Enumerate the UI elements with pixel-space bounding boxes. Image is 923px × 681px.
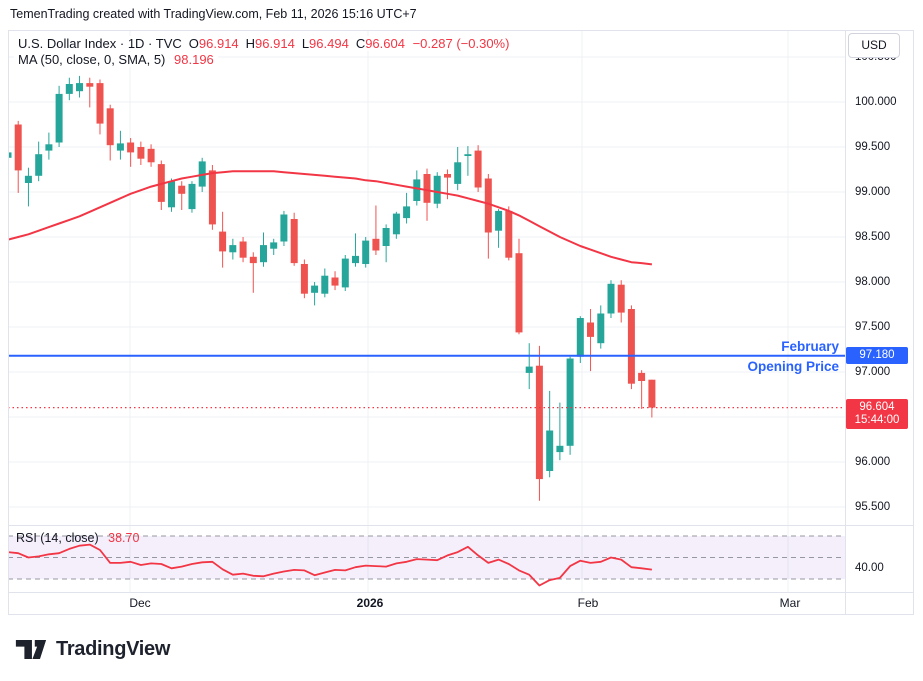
time-label-mar: Mar — [779, 596, 801, 610]
price-axis-separator[interactable] — [845, 30, 846, 615]
chart-bottom-border — [8, 614, 914, 615]
price-axis-label-97.500: 97.500 — [855, 321, 891, 333]
rsi-value: 38.70 — [108, 531, 140, 545]
time-axis-separator — [8, 592, 914, 593]
chart-left-border — [8, 30, 9, 615]
ma-value: 98.196 — [174, 52, 214, 67]
price-axis-label-98.500: 98.500 — [855, 231, 891, 243]
time-axis[interactable]: Dec 2026 Feb Mar — [0, 592, 914, 615]
time-label-2026: 2026 — [356, 596, 384, 610]
high-label: H — [245, 36, 256, 51]
price-axis-label-99.500: 99.500 — [855, 141, 891, 153]
chart-top-border — [8, 30, 914, 31]
price-axis-label-97.000: 97.000 — [855, 366, 891, 378]
ma-legend[interactable]: MA (50, close, 0, SMA, 5) 98.196 — [14, 52, 218, 67]
time-label-feb: Feb — [577, 596, 599, 610]
change-value: −0.287 (−0.30%) — [412, 36, 510, 51]
february-open-label-line1: February — [781, 338, 839, 354]
price-line-badge: 97.180 — [846, 346, 908, 364]
rsi-axis-label: 40.00 — [855, 562, 884, 575]
tradingview-mark-icon — [14, 636, 48, 663]
close-value: 96.604 — [365, 36, 405, 51]
high-value: 96.914 — [255, 36, 295, 51]
symbol-legend[interactable]: U.S. Dollar Index · 1D · TVC O96.914 H96.9… — [14, 36, 514, 51]
rsi-pane-separator[interactable] — [8, 525, 914, 526]
last-price-value: 96.604 — [859, 400, 895, 413]
rsi-legend[interactable]: RSI (14, close) 38.70 — [16, 531, 139, 545]
open-label: O — [188, 36, 199, 51]
price-axis-label-98.000: 98.000 — [855, 276, 891, 288]
price-axis-label-100.000: 100.000 — [855, 96, 897, 108]
price-axis[interactable]: 100.500100.00099.50099.00098.50098.00097… — [845, 30, 914, 592]
tradingview-logo-text: TradingView — [56, 638, 171, 660]
symbol-title: U.S. Dollar Index · 1D · TVC — [18, 36, 182, 51]
price-axis-label-96.000: 96.000 — [855, 456, 891, 468]
attribution-text: TemenTrading created with TradingView.co… — [10, 7, 417, 21]
currency-usd-button[interactable]: USD — [848, 33, 900, 58]
price-axis-label-99.000: 99.000 — [855, 186, 891, 198]
february-open-label-line2: Opening Price — [747, 358, 839, 374]
low-label: L — [301, 36, 310, 51]
low-value: 96.494 — [309, 36, 349, 51]
open-value: 96.914 — [198, 36, 239, 51]
bar-countdown: 15:44:00 — [854, 413, 900, 426]
price-axis-label-95.500: 95.500 — [855, 501, 891, 513]
time-label-dec: Dec — [129, 596, 151, 610]
last-price-badge: 96.604 15:44:00 — [846, 398, 908, 429]
close-label: C — [355, 36, 366, 51]
tradingview-logo[interactable]: TradingView — [14, 636, 170, 663]
chart-right-border — [913, 30, 914, 615]
ma-label: MA (50, close, 0, SMA, 5) — [18, 52, 166, 67]
rsi-label: RSI (14, close) — [16, 531, 99, 545]
